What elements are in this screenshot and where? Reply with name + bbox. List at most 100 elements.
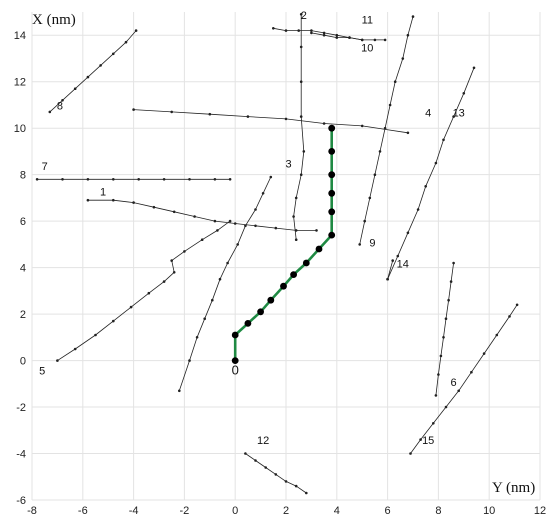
- trajectory-point: [388, 103, 392, 107]
- trajectory-point: [272, 27, 275, 30]
- trajectory-point: [254, 224, 257, 228]
- trajectory-point: [200, 238, 204, 241]
- x-tick-label: -8: [27, 505, 37, 517]
- trajectory-label: 1: [100, 187, 106, 199]
- trajectory-point: [322, 122, 326, 125]
- trajectory-point: [195, 336, 199, 339]
- trajectory-9: [358, 15, 415, 246]
- trajectory-point: [442, 138, 445, 142]
- trajectory-line: [387, 260, 394, 280]
- x-tick-label: 12: [534, 505, 546, 517]
- series-layer: [35, 13, 519, 495]
- trajectory-point: [73, 87, 77, 90]
- y-tick-label: 10: [14, 123, 26, 135]
- trajectory-point: [462, 92, 466, 95]
- trajectory-line: [49, 30, 137, 113]
- trajectory-label: 10: [361, 43, 373, 55]
- trajectory-point: [452, 261, 455, 265]
- trajectory-point: [152, 205, 156, 209]
- x-tick-label: 6: [385, 505, 391, 517]
- trajectory-point: [211, 298, 214, 302]
- grid: [31, 12, 541, 501]
- trajectory-point: [134, 29, 138, 32]
- trajectory-point: [274, 473, 278, 476]
- trajectory-label: 12: [257, 435, 269, 447]
- trajectory-point: [86, 75, 90, 79]
- trajectory-point: [244, 224, 247, 228]
- trajectory-point: [56, 359, 59, 362]
- trajectory-point: [284, 29, 288, 32]
- trajectory-point: [457, 389, 461, 393]
- trajectory-0: [231, 124, 336, 364]
- trajectory-point: [416, 208, 420, 211]
- trajectory-15: [409, 303, 519, 455]
- trajectory-line: [178, 176, 272, 392]
- trajectory-point: [35, 178, 39, 181]
- trajectory-point: [299, 115, 303, 118]
- trajectory-point: [328, 208, 336, 216]
- trajectory-point: [254, 459, 257, 462]
- y-tick-label: -6: [16, 495, 26, 507]
- trajectory-point: [162, 178, 166, 181]
- x-tick-label: 10: [483, 505, 495, 517]
- trajectory-point: [228, 178, 232, 181]
- x-tick-label: 8: [435, 505, 441, 517]
- trajectory-point: [274, 226, 278, 230]
- trajectory-point: [228, 219, 232, 223]
- trajectory-point: [328, 171, 336, 179]
- trajectory-label: 7: [42, 161, 48, 173]
- trajectory-label: 15: [422, 435, 434, 447]
- trajectory-point: [439, 354, 443, 358]
- trajectory-1: [86, 198, 318, 232]
- y-tick-label: -4: [16, 449, 26, 461]
- trajectory-line: [387, 67, 475, 280]
- trajectory-point: [335, 36, 339, 39]
- trajectory-label: 2: [301, 10, 307, 22]
- trajectory-10: [310, 31, 387, 42]
- x-axis-label: Y (nm): [492, 480, 535, 496]
- trajectory-point: [193, 215, 196, 218]
- trajectory-point: [216, 229, 219, 232]
- trajectory-point: [172, 210, 176, 214]
- trajectory-point: [73, 347, 77, 351]
- trajectory-point: [226, 261, 229, 265]
- trajectory-point: [401, 57, 405, 60]
- trajectory-point: [236, 243, 239, 246]
- trajectory-point: [267, 296, 275, 304]
- trajectory-point: [99, 64, 102, 67]
- trajectory-point: [437, 373, 440, 376]
- trajectory-point: [294, 484, 298, 488]
- trajectory-point: [244, 320, 252, 327]
- trajectory-point: [188, 178, 191, 181]
- trajectory-point: [470, 370, 473, 374]
- y-tick-label: 4: [20, 263, 26, 275]
- trajectory-point: [434, 394, 438, 397]
- trajectory-point: [406, 131, 410, 135]
- trajectory-point: [170, 110, 173, 114]
- trajectory-point: [297, 29, 301, 32]
- x-tick-label: 4: [334, 505, 340, 517]
- trajectory-point: [124, 40, 128, 44]
- trajectory-point: [452, 115, 455, 118]
- trajectory-point: [449, 280, 453, 283]
- trajectory-point: [442, 336, 445, 339]
- trajectory-point: [299, 13, 303, 16]
- trajectory-point: [294, 196, 298, 200]
- trajectory-label: 0: [232, 363, 239, 378]
- trajectory-point: [264, 466, 268, 469]
- trajectory-point: [419, 438, 422, 441]
- trajectory-point: [292, 215, 295, 218]
- trajectory-point: [218, 277, 222, 281]
- trajectory-8: [48, 29, 138, 114]
- trajectory-point: [424, 185, 428, 188]
- y-tick-label: 8: [20, 170, 26, 182]
- trajectory-point: [360, 38, 364, 42]
- y-tick-label: 6: [20, 216, 26, 228]
- trajectory-line: [272, 27, 363, 41]
- trajectory-point: [112, 178, 115, 181]
- trajectory-11: [272, 27, 364, 42]
- trajectory-point: [183, 250, 186, 253]
- trajectory-point: [162, 280, 166, 283]
